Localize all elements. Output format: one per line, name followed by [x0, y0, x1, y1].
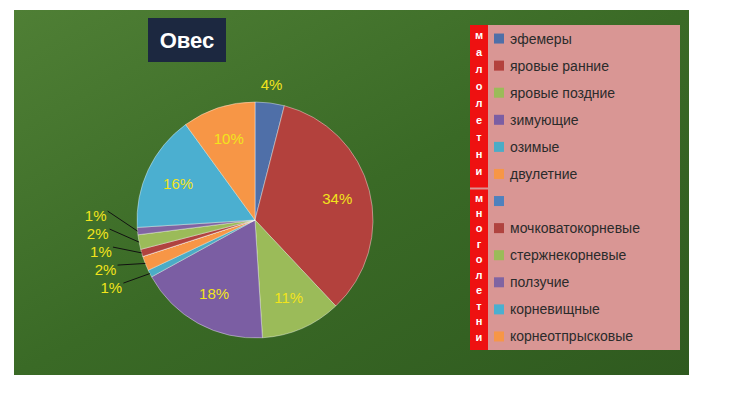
legend-swatch — [494, 88, 504, 98]
group-label-letter: е — [476, 114, 482, 126]
legend-swatch — [494, 277, 504, 287]
title: Овес — [160, 28, 215, 53]
legend-label: эфемеры — [510, 31, 572, 47]
group-label-letter: а — [476, 46, 483, 58]
leader-line — [110, 229, 139, 242]
legend-panel — [470, 25, 680, 350]
data-label: 1% — [101, 279, 123, 296]
leader-line — [123, 274, 150, 284]
legend-swatch — [494, 142, 504, 152]
pie — [137, 102, 373, 338]
group-label-letter: т — [476, 300, 482, 312]
group-label-letter: л — [476, 97, 483, 109]
group-label-letter: и — [476, 165, 483, 177]
data-label: 10% — [214, 130, 244, 147]
pie-slice — [255, 220, 336, 338]
title-box — [148, 18, 226, 62]
group-label-letter: н — [476, 148, 483, 160]
legend-swatch — [494, 169, 504, 179]
legend: малолетнимноголетниэфемерыяровые ранниея… — [470, 25, 680, 350]
legend-label: двулетние — [510, 166, 577, 182]
data-label: 16% — [163, 175, 193, 192]
legend-label: корневищные — [510, 301, 600, 317]
leader-line — [108, 211, 138, 231]
group-label-letter: т — [476, 131, 482, 143]
legend-label: корнеотпрысковые — [510, 328, 633, 344]
legend-label: ползучие — [510, 274, 570, 290]
pie-slice — [186, 102, 255, 220]
legend-swatch — [494, 223, 504, 233]
data-labels: 4%34%11%18%1%2%1%2%1%16%10% — [85, 76, 352, 306]
data-label: 1% — [90, 243, 112, 260]
legend-label: озимые — [510, 139, 560, 155]
data-label: 18% — [199, 285, 229, 302]
group-strip — [470, 25, 488, 188]
group-label-letter: е — [476, 284, 482, 296]
legend-swatch — [494, 196, 504, 206]
group-strip — [470, 190, 488, 351]
group-label-letter: л — [476, 269, 483, 281]
legend-label: яровые поздние — [510, 85, 615, 101]
legend-swatch — [494, 331, 504, 341]
group-label-letter: л — [476, 63, 483, 75]
legend-swatch — [494, 304, 504, 314]
data-label: 2% — [87, 225, 109, 242]
legend-swatch — [494, 61, 504, 71]
data-label: 2% — [95, 261, 117, 278]
group-label-letter: н — [476, 207, 483, 219]
data-label: 11% — [274, 289, 303, 306]
legend-label: яровые ранние — [510, 58, 609, 74]
leader-line — [113, 247, 142, 253]
data-label: 4% — [261, 76, 283, 93]
group-label-letter: о — [476, 222, 483, 234]
group-label-letter: и — [476, 331, 483, 343]
group-label-letter: н — [476, 315, 483, 327]
background — [14, 10, 689, 375]
data-label: 34% — [322, 190, 352, 207]
legend-label: зимующие — [510, 112, 579, 128]
group-label-letter: о — [476, 80, 483, 92]
legend-label: стержнекорневые — [510, 247, 627, 263]
group-label-letter: м — [475, 29, 483, 41]
group-label-letter: г — [477, 238, 482, 250]
group-label-letter: о — [476, 253, 483, 265]
legend-label: мочковатокорневые — [510, 220, 640, 236]
leader-line — [118, 263, 146, 265]
legend-swatch — [494, 34, 504, 44]
group-label-letter: м — [475, 192, 483, 204]
data-label: 1% — [85, 207, 107, 224]
legend-swatch — [494, 115, 504, 125]
group-label: малолетни — [475, 29, 483, 177]
chart-root: Овес4%34%11%18%1%2%1%2%1%16%10%малолетни… — [0, 0, 730, 398]
legend-swatch — [494, 250, 504, 260]
group-label: многолетни — [475, 192, 483, 343]
